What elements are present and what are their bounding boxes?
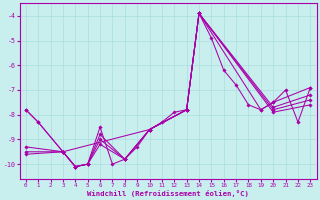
X-axis label: Windchill (Refroidissement éolien,°C): Windchill (Refroidissement éolien,°C) bbox=[87, 190, 249, 197]
